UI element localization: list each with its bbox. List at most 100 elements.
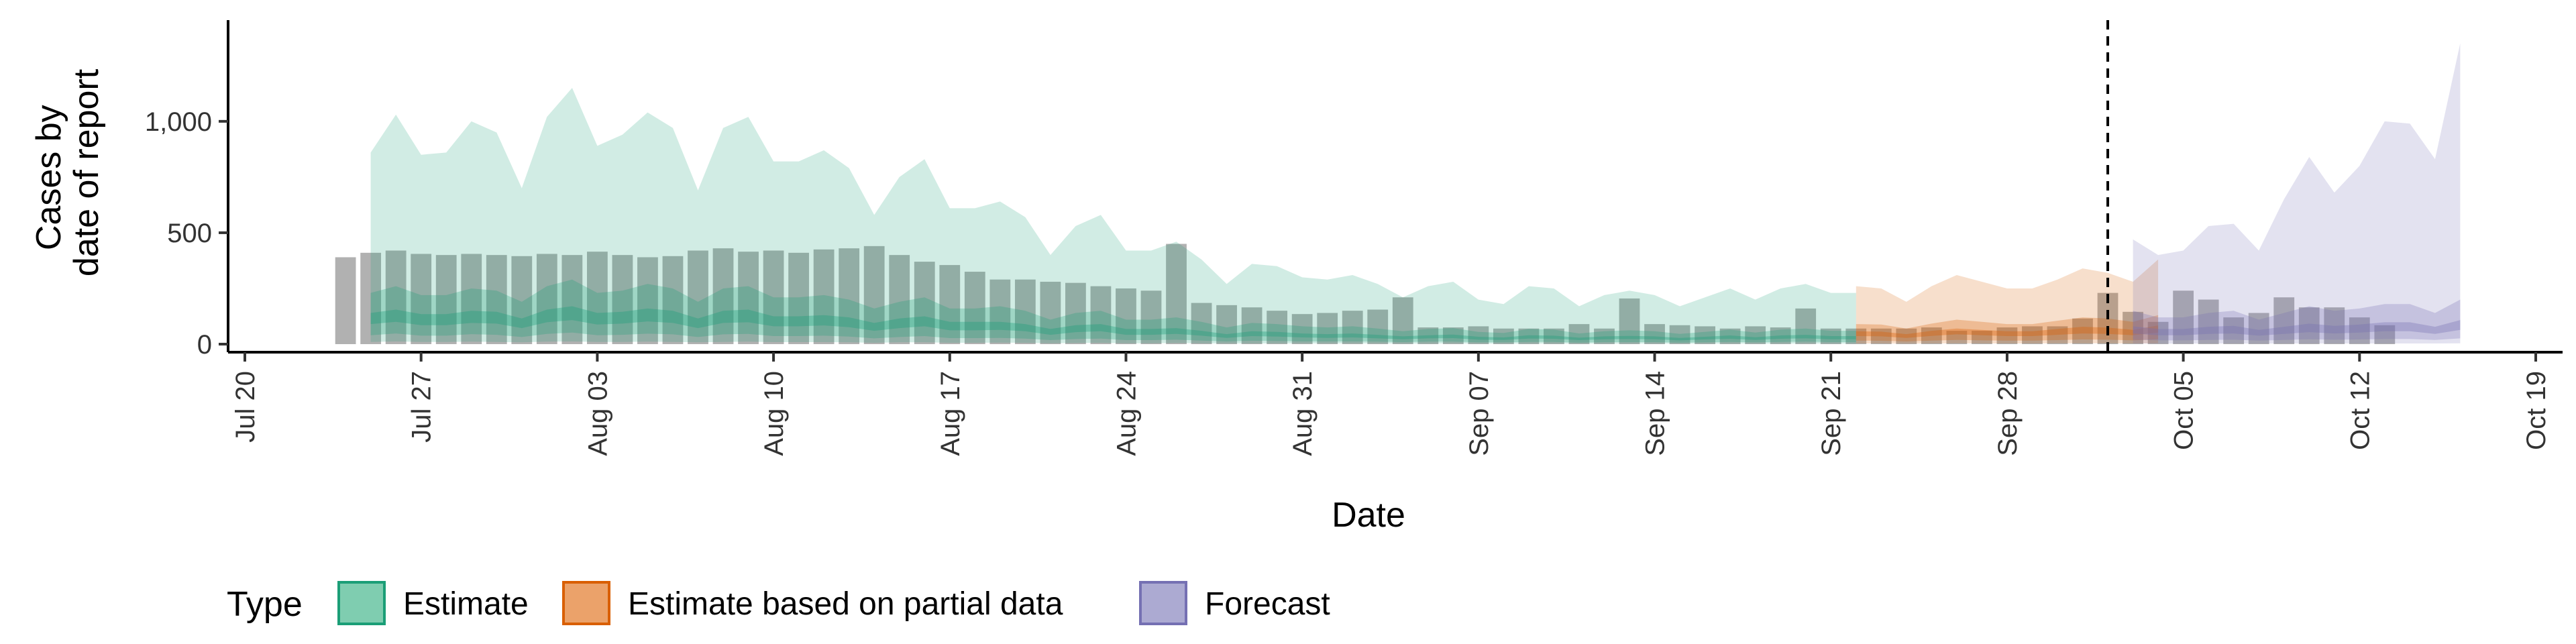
report-bar [1140, 290, 1162, 344]
report-bar [2047, 326, 2068, 344]
report-bar [1568, 324, 1590, 344]
x-tick-label: Aug 03 [583, 371, 612, 456]
report-bar [1468, 326, 1489, 344]
report-bar [1669, 325, 1690, 344]
x-axis-title: Date [1332, 496, 1405, 535]
legend-title: Type [227, 585, 303, 624]
report-bar [1745, 326, 1766, 344]
report-bar [839, 248, 860, 344]
report-bar [763, 250, 784, 344]
report-bar [1996, 327, 2018, 344]
report-bar [2349, 317, 2370, 344]
report-bar [1267, 311, 1288, 344]
x-tick-label: Aug 24 [1112, 371, 1141, 456]
band-90 [1856, 259, 2159, 344]
report-bar [788, 252, 809, 344]
x-tick-label: Sep 28 [1993, 371, 2023, 456]
report-bar [360, 252, 382, 344]
legend-item: Estimate [337, 581, 529, 625]
report-bar [1291, 314, 1313, 344]
x-tick-label: Sep 21 [1817, 371, 1846, 456]
report-bar [612, 255, 633, 344]
credible-interval-bands [370, 43, 2461, 344]
report-bar [2248, 313, 2269, 344]
report-bar [939, 265, 961, 344]
x-axis-ticks: Jul 20 Jul 27 Aug 03 Aug 10 Aug 17 Aug 24 Aug … [231, 352, 2551, 456]
report-bar [411, 254, 432, 344]
report-bar [712, 248, 734, 344]
report-bar [1116, 288, 1136, 344]
band-50 [1856, 315, 2159, 341]
reported-cases-bars [335, 244, 2396, 344]
legend-item: Estimate based on partial data [562, 581, 1063, 625]
report-bar [2298, 307, 2320, 344]
report-bar [1770, 327, 1791, 344]
legend-item: Forecast [1139, 581, 1330, 625]
report-bar [1014, 279, 1036, 344]
report-bar [2273, 297, 2295, 344]
report-bar [2223, 317, 2245, 344]
report-bar [738, 252, 759, 344]
report-bar [2072, 318, 2093, 344]
report-bar [1896, 328, 1917, 344]
report-bar [813, 249, 835, 344]
y-axis-title: Cases by date of report [30, 68, 106, 276]
report-bar [435, 255, 457, 344]
report-bar [662, 256, 684, 344]
report-bar [2374, 325, 2396, 344]
legend-swatch [1139, 581, 1187, 625]
x-tick-label: Oct 19 [2522, 371, 2551, 450]
x-tick-label: Jul 27 [407, 371, 437, 443]
band-90 [370, 88, 1856, 344]
report-bar [688, 250, 708, 344]
report-bar [1392, 297, 1413, 344]
band-20 [1856, 325, 2159, 338]
report-bar [2147, 321, 2169, 344]
report-bar [1921, 327, 1942, 344]
report-bar [1493, 328, 1514, 344]
report-bar [914, 262, 935, 344]
report-bar [1317, 313, 1338, 344]
report-bar [1594, 328, 1615, 344]
report-bar [964, 272, 985, 344]
report-bar [1518, 328, 1540, 344]
report-bar [2022, 326, 2043, 344]
x-tick-label: Sep 14 [1641, 371, 1670, 456]
report-bar [2123, 311, 2143, 344]
band-50 [370, 279, 1856, 343]
report-bar [889, 255, 910, 344]
report-bar [586, 252, 608, 344]
x-tick-label: Aug 17 [936, 371, 965, 456]
report-bar [1870, 328, 1892, 344]
report-bar [1972, 331, 1992, 344]
band-50 [2133, 299, 2461, 341]
report-bar [1946, 331, 1968, 344]
report-bar [1191, 303, 1212, 344]
report-bar [1619, 298, 1640, 344]
report-bar [1820, 328, 1841, 344]
band-20 [370, 306, 1856, 341]
report-bar [461, 254, 482, 344]
legend-items: Estimate Estimate based on partial data Fo… [337, 581, 1330, 625]
report-bar [1040, 282, 1061, 344]
report-bar [863, 246, 885, 344]
y-tick-label: 1,000 [145, 107, 212, 137]
x-tick-label: Oct 12 [2345, 371, 2375, 450]
report-bar [385, 250, 407, 344]
report-bar [1719, 328, 1741, 344]
report-bar [486, 255, 507, 344]
x-tick-label: Jul 20 [231, 371, 260, 443]
report-bar [2198, 299, 2219, 344]
band-90 [2133, 43, 2461, 344]
report-bar [637, 257, 658, 344]
y-axis-title-line-1: Cases by [30, 105, 68, 250]
legend: Type Estimate Estimate based on partial d… [227, 581, 1330, 625]
report-bar [1417, 327, 1439, 344]
legend-label: Forecast [1205, 586, 1330, 622]
x-tick-label: Aug 31 [1288, 371, 1318, 456]
report-bar [1065, 282, 1086, 344]
report-bar [1367, 309, 1389, 344]
x-tick-label: Sep 07 [1464, 371, 1494, 456]
report-bar [1166, 244, 1187, 344]
